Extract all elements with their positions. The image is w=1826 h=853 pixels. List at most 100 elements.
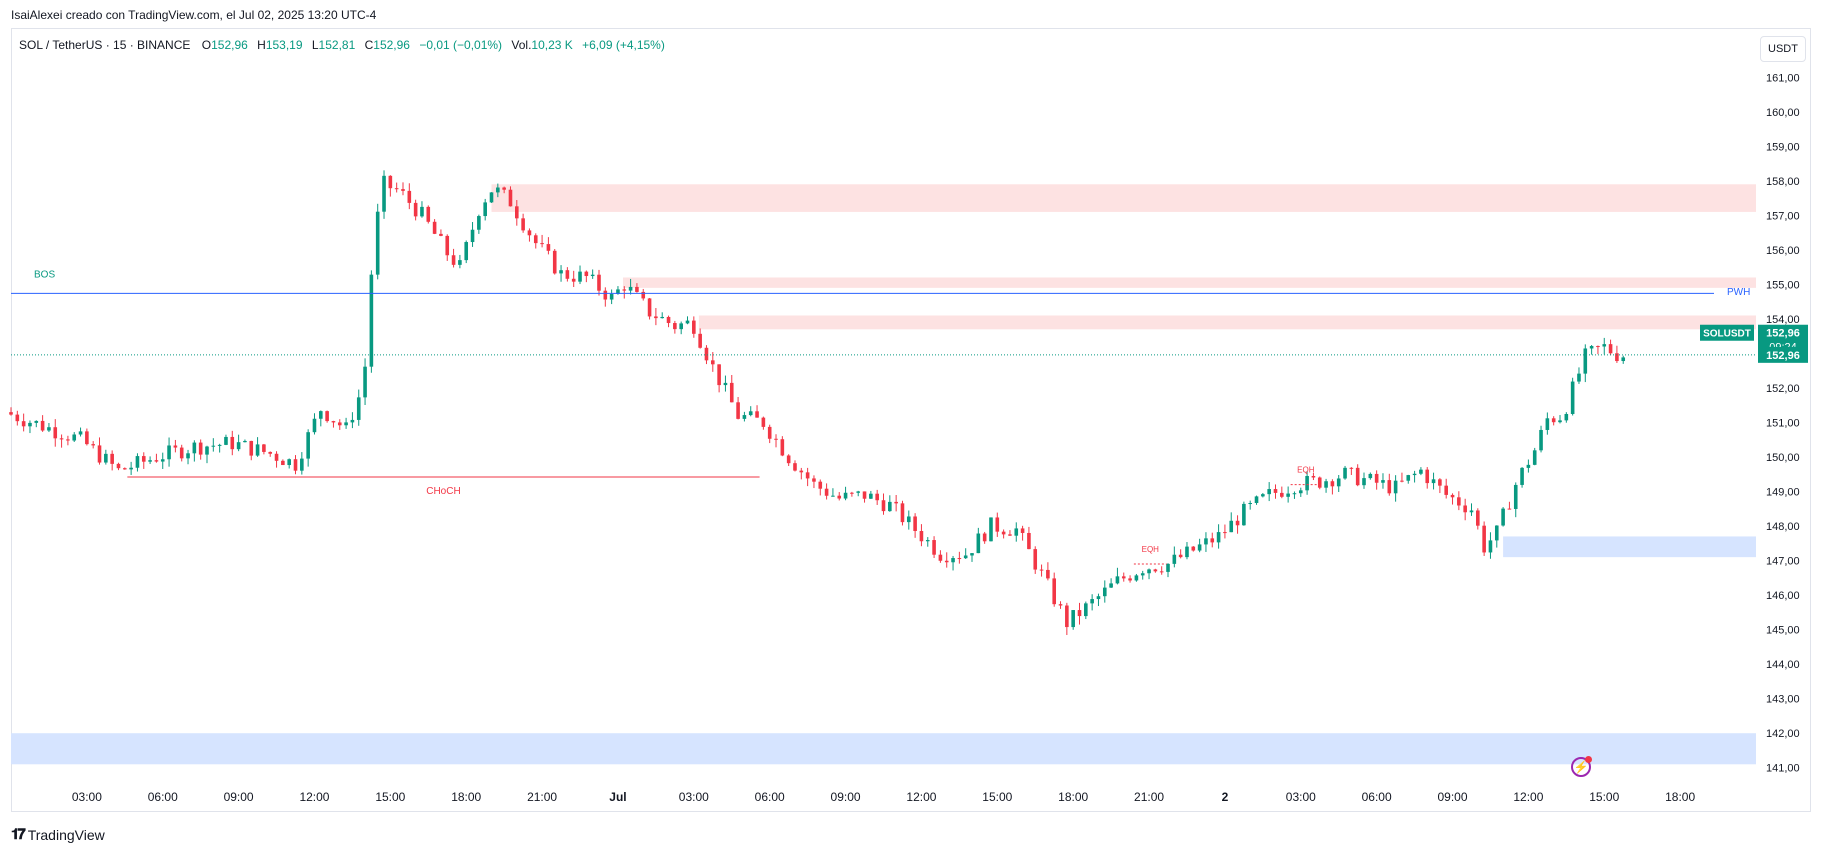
candle [692, 320, 696, 334]
candle [344, 422, 348, 426]
candle [622, 289, 627, 291]
candle [9, 412, 13, 415]
candle [28, 422, 32, 427]
y-tick-label: 160,00 [1766, 107, 1800, 119]
candle [565, 270, 570, 279]
candle [59, 438, 64, 440]
candle [281, 460, 285, 466]
legend-change: −0,01 (−0,01%) [419, 38, 503, 52]
candle [976, 533, 981, 554]
candle [224, 436, 228, 445]
candle [1292, 493, 1297, 495]
candle [1197, 544, 1202, 551]
candle [439, 233, 443, 236]
x-tick-label: 06:00 [1362, 790, 1392, 804]
candle [363, 366, 367, 398]
candle [736, 402, 740, 419]
candle [1153, 569, 1158, 572]
candle [533, 235, 538, 244]
currency-button[interactable]: USDT [1760, 36, 1806, 62]
x-tick-label: 09:00 [224, 790, 254, 804]
candle [1520, 467, 1524, 485]
candle [957, 558, 962, 560]
x-tick-label: 21:00 [1134, 790, 1164, 804]
candle [1507, 508, 1512, 510]
candle [1128, 578, 1132, 581]
candle [786, 455, 791, 464]
candle [1096, 596, 1101, 600]
tradingview-logo[interactable]: 𝟏𝟕 TradingView [11, 826, 105, 843]
y-tick-label: 156,00 [1766, 245, 1800, 257]
candle [666, 316, 671, 324]
candle [407, 190, 412, 203]
candle [1172, 554, 1177, 564]
candle [1564, 413, 1569, 421]
candle [748, 411, 753, 416]
candle [470, 229, 475, 243]
candle [1001, 531, 1006, 535]
x-tick-label: 06:00 [755, 790, 785, 804]
candle [1235, 520, 1240, 526]
y-tick-label: 155,00 [1766, 279, 1800, 291]
candle [685, 320, 690, 324]
candle [243, 440, 247, 443]
candle [173, 445, 178, 448]
y-tick-label: 141,00 [1766, 763, 1800, 775]
candle [167, 445, 171, 460]
candle [970, 553, 974, 556]
last-price-tag: 152,96 [1766, 328, 1800, 340]
x-tick-label: 18:00 [1058, 790, 1088, 804]
candle [1166, 563, 1170, 572]
candle [1330, 481, 1335, 487]
candle [1039, 569, 1044, 571]
candle [420, 206, 424, 217]
candle [552, 250, 557, 274]
candle [609, 294, 614, 300]
legend-volume-label: Vol. [511, 38, 532, 52]
candle [154, 460, 159, 462]
candle [47, 427, 51, 431]
candle [723, 382, 728, 386]
price-marker: 152,96 [1766, 350, 1800, 362]
candle [1482, 525, 1486, 553]
candle [1438, 479, 1442, 486]
candle [192, 442, 197, 454]
candle [1216, 532, 1221, 543]
candle [312, 418, 317, 433]
candle [160, 459, 165, 462]
candle [1159, 571, 1164, 573]
candle [34, 420, 39, 423]
candle [205, 446, 209, 455]
candle [742, 415, 747, 419]
candle [186, 453, 190, 459]
candle [1223, 532, 1227, 534]
candle [255, 444, 260, 456]
legend-symbol[interactable]: SOL / TetherUS · 15 · BINANCE [19, 38, 191, 52]
candle [710, 360, 715, 365]
candle [1602, 344, 1607, 347]
candle [337, 422, 342, 426]
candle [818, 481, 823, 489]
candle [1058, 604, 1063, 606]
candle [401, 189, 405, 191]
candle [698, 333, 702, 348]
candle [432, 221, 437, 234]
candle [850, 492, 854, 494]
x-tick-label: Jul [609, 790, 626, 804]
candle [1589, 346, 1594, 349]
lightning-icon[interactable]: ⚡ [1571, 756, 1592, 777]
candle [21, 421, 26, 427]
candle [445, 235, 450, 256]
candle [812, 478, 816, 482]
candle [628, 286, 633, 291]
y-tick-label: 154,00 [1766, 314, 1800, 326]
candle [1305, 475, 1309, 491]
x-tick-label: 21:00 [527, 790, 557, 804]
y-tick-label: 161,00 [1766, 72, 1800, 84]
candle [1412, 473, 1417, 476]
candle [1090, 599, 1094, 604]
candle [1267, 489, 1271, 495]
candle [767, 426, 772, 439]
chart-caption: IsaiAlexei creado con TradingView.com, e… [11, 8, 377, 22]
